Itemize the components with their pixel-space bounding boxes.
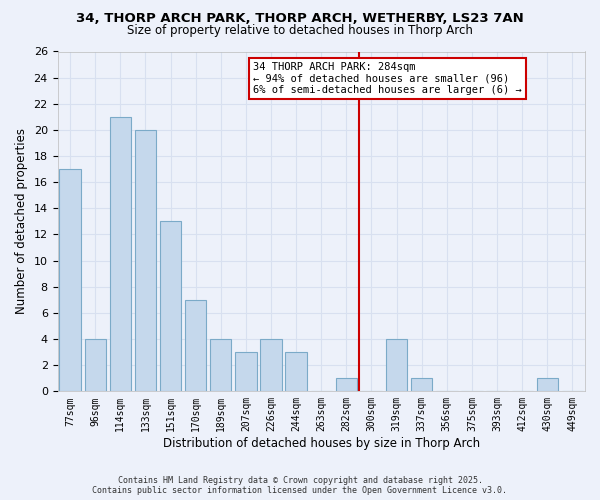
Bar [260, 339, 282, 392]
Bar [235, 352, 257, 392]
Text: 34, THORP ARCH PARK, THORP ARCH, WETHERBY, LS23 7AN: 34, THORP ARCH PARK, THORP ARCH, WETHERB… [76, 12, 524, 26]
Text: 34 THORP ARCH PARK: 284sqm
← 94% of detached houses are smaller (96)
6% of semi-: 34 THORP ARCH PARK: 284sqm ← 94% of deta… [253, 62, 521, 95]
Bar [536, 378, 558, 392]
Y-axis label: Number of detached properties: Number of detached properties [15, 128, 28, 314]
Bar [411, 378, 433, 392]
Bar [210, 339, 232, 392]
Bar [336, 378, 357, 392]
Bar [286, 352, 307, 392]
Bar [135, 130, 156, 392]
Bar [110, 117, 131, 392]
Text: Contains HM Land Registry data © Crown copyright and database right 2025.
Contai: Contains HM Land Registry data © Crown c… [92, 476, 508, 495]
Bar [160, 222, 181, 392]
Text: Size of property relative to detached houses in Thorp Arch: Size of property relative to detached ho… [127, 24, 473, 37]
Bar [185, 300, 206, 392]
Bar [386, 339, 407, 392]
Bar [59, 169, 81, 392]
X-axis label: Distribution of detached houses by size in Thorp Arch: Distribution of detached houses by size … [163, 437, 480, 450]
Bar [85, 339, 106, 392]
